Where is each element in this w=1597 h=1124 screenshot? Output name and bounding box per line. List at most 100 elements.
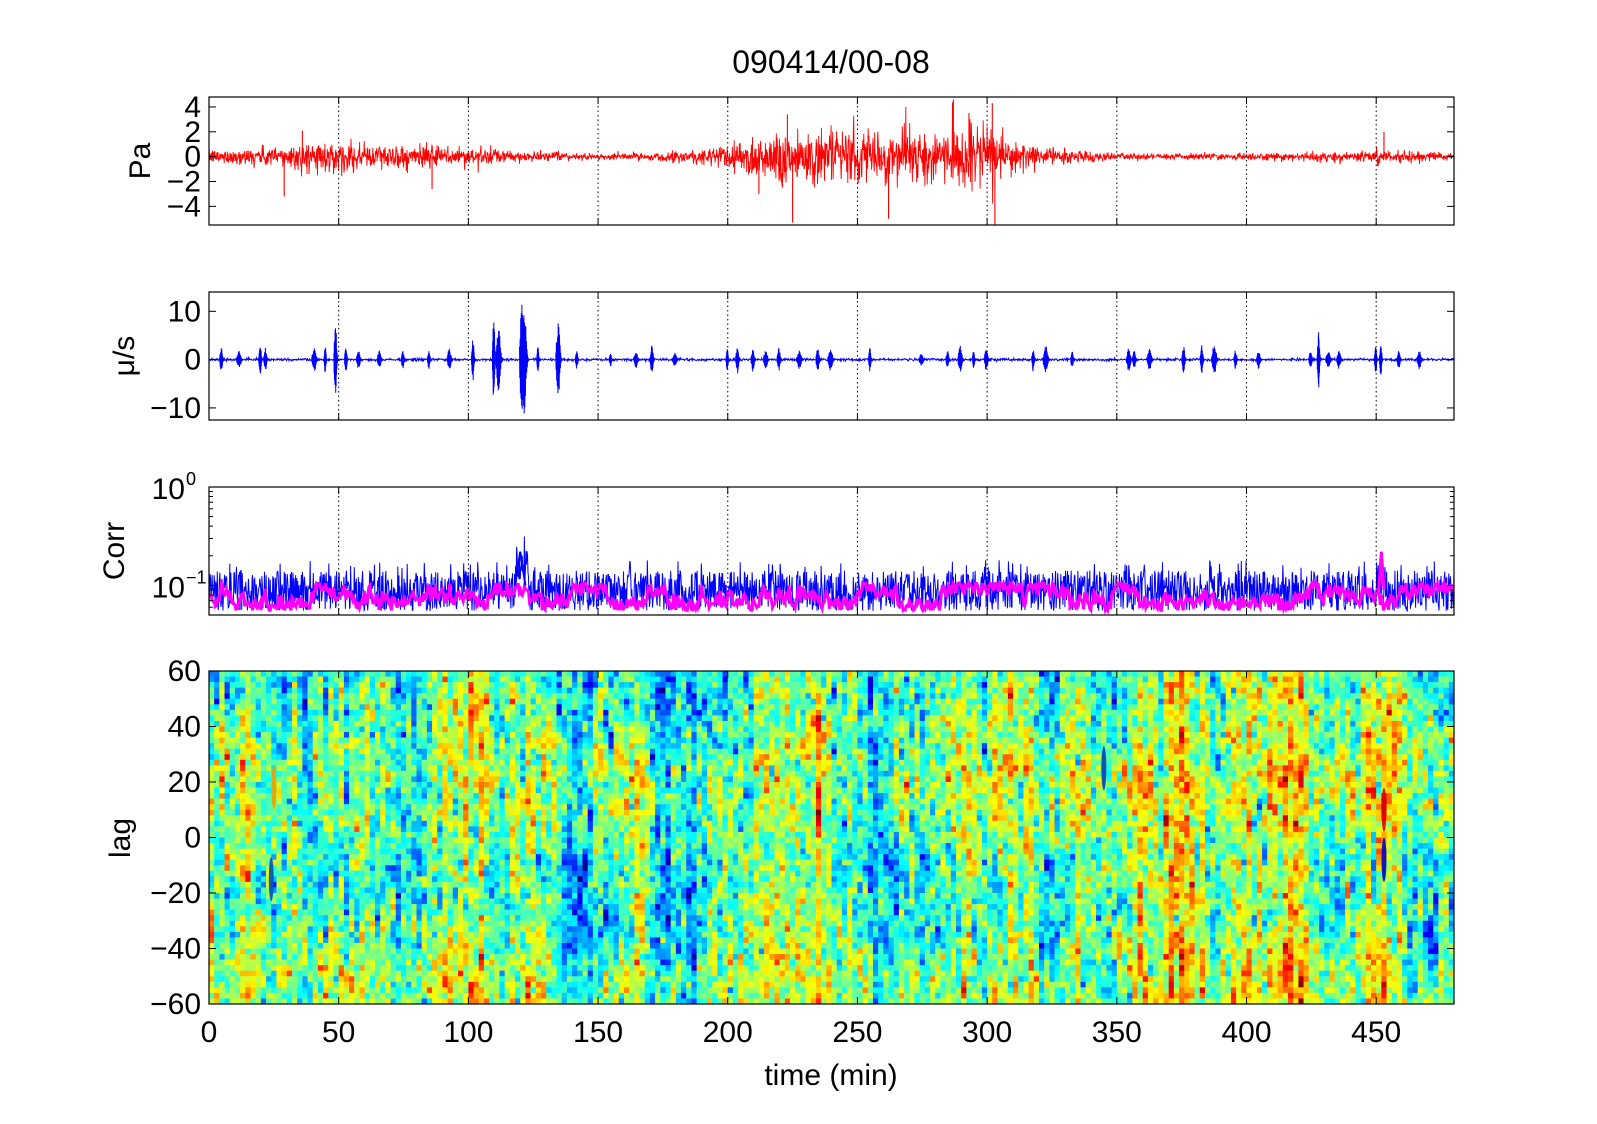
heatmap-cell [328,998,335,1004]
heatmap-cell [354,837,361,844]
heatmap-cell [224,732,231,739]
heatmap-cell [416,898,423,905]
heatmap-cell [406,942,412,950]
heatmap-cell [359,709,366,716]
heatmap-cell [592,948,599,955]
heatmap-cell [437,759,444,766]
heatmap-cell [317,865,324,872]
heatmap-cell [317,893,324,900]
heatmap-cell [286,826,293,833]
heatmap-cell [426,748,433,755]
heatmap-cell [214,804,220,811]
heatmap-cell [276,770,283,778]
heatmap-cell [458,865,464,872]
heatmap-cell [245,693,252,700]
heatmap-cell [530,715,537,722]
heatmap-cell [250,759,257,766]
heatmap-cell [281,693,288,700]
heatmap-cell [566,987,573,994]
heatmap-cell [551,843,558,850]
heatmap-cell [530,926,537,933]
heatmap-cell [328,793,335,800]
heatmap-cell [509,881,516,889]
heatmap-cell [260,682,267,689]
heatmap-cell [494,693,501,700]
heatmap-cell [323,843,329,850]
heatmap-cell [385,970,392,977]
heatmap-cell [354,848,361,855]
heatmap-cell [458,754,464,761]
heatmap-cell [551,865,558,872]
heatmap-cell [494,804,501,811]
heatmap-cell [400,820,407,827]
heatmap-cell [333,704,340,711]
heatmap-cell [582,854,589,861]
heatmap-cell [385,843,392,850]
heatmap-cell [432,870,438,877]
heatmap-cell [292,793,298,800]
heatmap-cell [458,881,464,889]
heatmap-cell [338,720,345,728]
heatmap-cell [209,676,215,683]
heatmap-cell [489,743,495,750]
heatmap-cell [499,976,506,983]
heatmap-cell [385,942,392,950]
heatmap-cell [234,965,241,972]
heatmap-cell [364,865,371,872]
heatmap-cell [364,926,371,933]
heatmap-cell [442,798,449,805]
heatmap-cell [375,809,381,816]
heatmap-cell [214,843,220,850]
heatmap-cell [582,770,589,778]
heatmap-cell [297,709,303,716]
heatmap-cell [359,754,366,761]
heatmap-cell [598,698,604,705]
heatmap-cell [509,820,516,827]
heatmap-cell [613,843,620,850]
heatmap-cell [276,920,283,927]
heatmap-cell [525,709,532,716]
pressure-ylabel: Pa [124,142,157,179]
heatmap-cell [416,981,423,988]
heatmap-cell [354,887,361,894]
heatmap-cell [229,820,236,827]
heatmap-cell [551,831,558,839]
heatmap-cell [515,809,521,816]
heatmap-cell [229,959,236,966]
heatmap-cell [613,743,620,750]
heatmap-cell [385,820,392,827]
heatmap-cell [478,948,485,955]
heatmap-cell [582,965,589,972]
heatmap-cell [369,837,376,844]
heatmap-cell [447,776,454,783]
heatmap-cell [323,826,329,833]
heatmap-cell [541,804,547,811]
heatmap-cell [613,759,620,766]
velocity-event [263,347,269,370]
heatmap-cell [577,915,584,922]
heatmap-cell [535,992,542,1000]
heatmap-cell [587,965,594,972]
heatmap-cell [307,870,314,877]
heatmap-cell [515,965,521,972]
heatmap-cell [390,904,397,911]
heatmap-cell [375,787,381,794]
heatmap-cell [561,698,568,705]
heatmap-cell [219,965,226,972]
heatmap-cell [551,981,558,988]
heatmap-cell [328,671,335,678]
heatmap-cell [447,909,454,916]
heatmap-cell [209,920,215,927]
heatmap-cell [535,776,542,783]
heatmap-cell [385,676,392,683]
heatmap-cell [333,798,340,805]
heatmap-cell [224,687,231,694]
heatmap-cell [489,837,495,844]
heatmap-cell [375,682,381,689]
heatmap-cell [250,787,257,794]
heatmap-cell [271,815,278,822]
heatmap-cell [572,893,578,900]
heatmap-cell [400,831,407,839]
heatmap-cell [478,887,485,894]
heatmap-cell [520,881,527,889]
